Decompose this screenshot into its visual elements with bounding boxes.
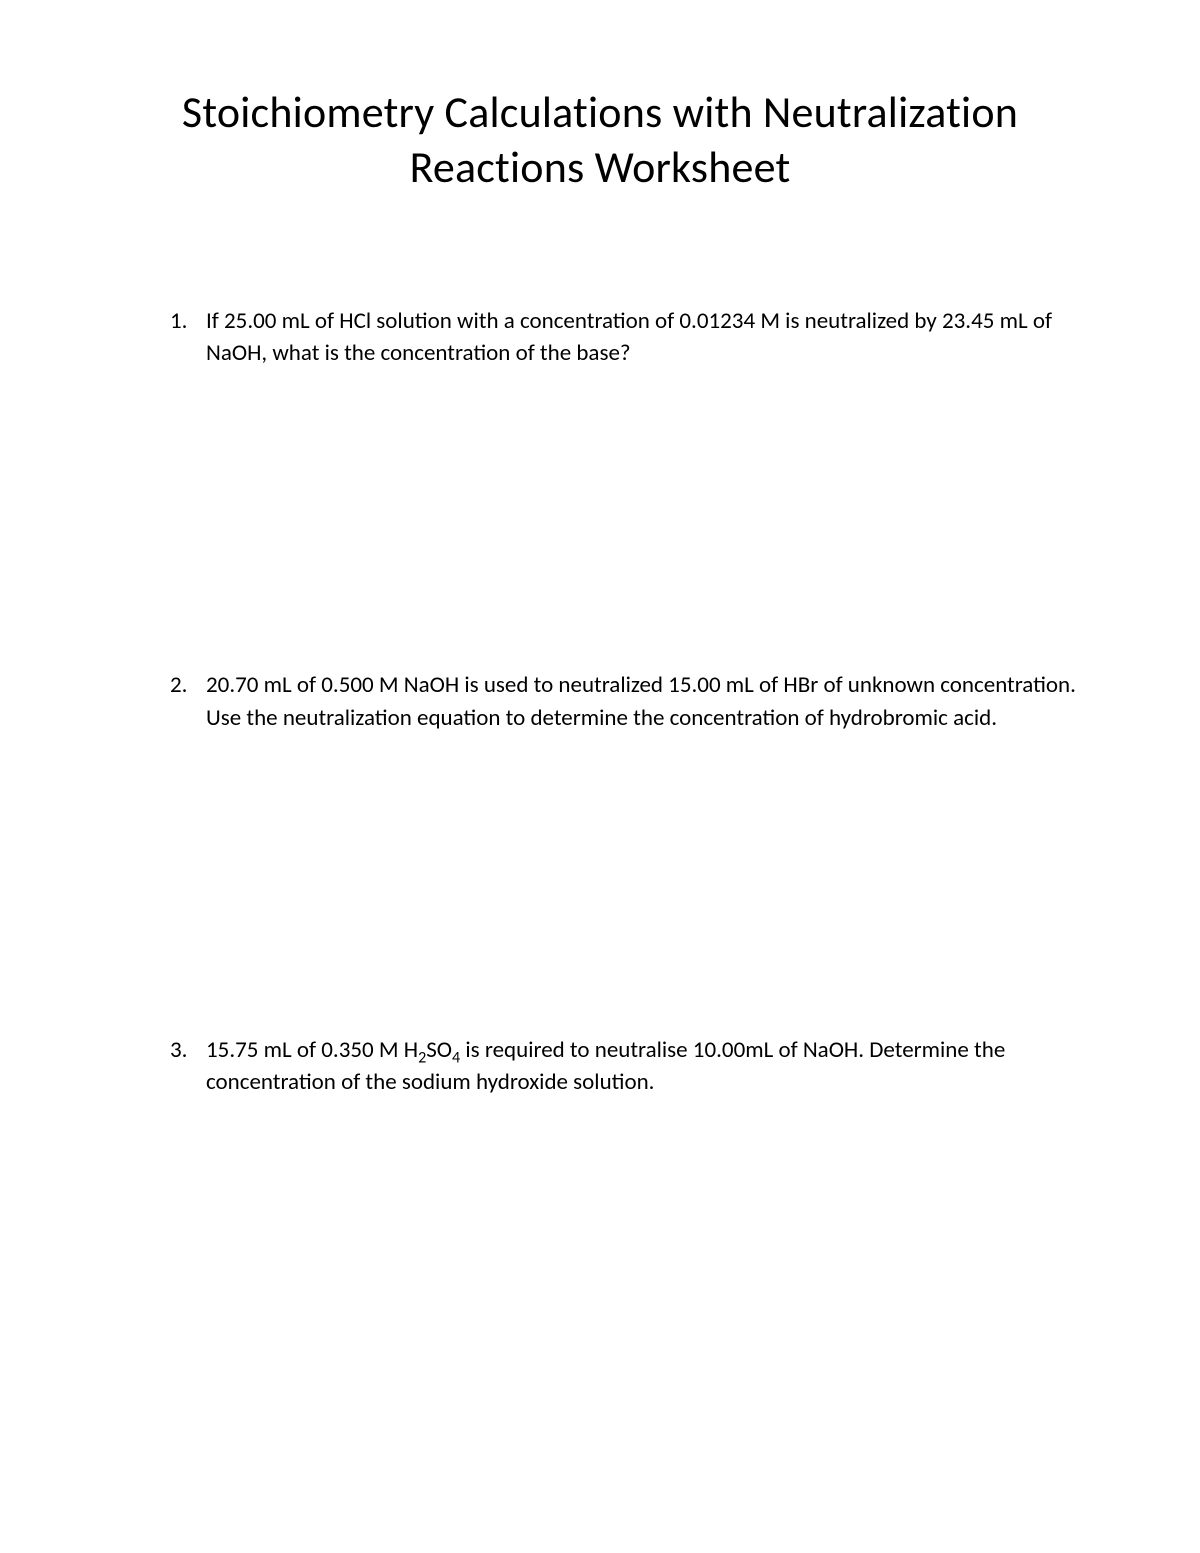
question-number: 1. bbox=[170, 305, 206, 369]
question-text: 15.75 mL of 0.350 M H2SO4 is required to… bbox=[206, 1034, 1080, 1098]
page-title: Stoichiometry Calculations with Neutrali… bbox=[120, 85, 1080, 195]
question-text: If 25.00 mL of HCl solution with a conce… bbox=[206, 305, 1080, 369]
question-number: 2. bbox=[170, 669, 206, 733]
question-item: 1. If 25.00 mL of HCl solution with a co… bbox=[170, 305, 1080, 369]
question-number: 3. bbox=[170, 1034, 206, 1098]
question-list: 1. If 25.00 mL of HCl solution with a co… bbox=[120, 305, 1080, 1098]
question-item: 3. 15.75 mL of 0.350 M H2SO4 is required… bbox=[170, 1034, 1080, 1098]
question-text: 20.70 mL of 0.500 M NaOH is used to neut… bbox=[206, 669, 1080, 733]
question-item: 2. 20.70 mL of 0.500 M NaOH is used to n… bbox=[170, 669, 1080, 733]
